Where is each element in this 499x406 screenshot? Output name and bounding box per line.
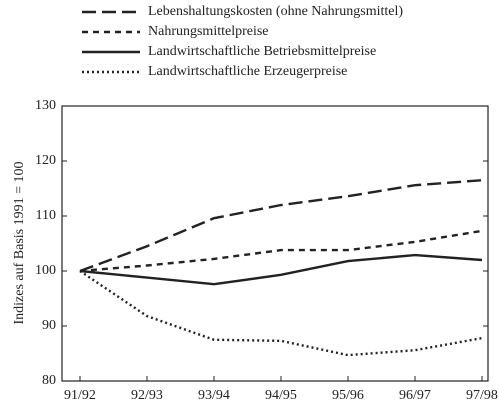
y-tick-label: 110 — [36, 208, 56, 223]
y-tick-label: 100 — [35, 263, 56, 278]
x-tick-label: 92/93 — [131, 388, 163, 403]
line-series — [79, 253, 483, 286]
x-tick-label: 94/95 — [265, 388, 297, 403]
y-axis-label: Indizes auf Basis 1991 = 100 — [12, 161, 27, 324]
legend-label: Landwirtschaftliche Erzeugerpreise — [148, 64, 347, 79]
y-tick-label: 80 — [42, 373, 56, 388]
x-tick-label: 97/98 — [466, 388, 498, 403]
plot-frame — [61, 105, 489, 382]
x-tick-label: 91/92 — [64, 388, 96, 403]
x-tick-label: 96/97 — [399, 388, 431, 403]
y-tick-label: 120 — [35, 153, 56, 168]
y-tick-label: 90 — [42, 318, 56, 333]
legend-label: Landwirtschaftliche Betriebsmittelpreise — [148, 44, 376, 59]
x-tick-label: 95/96 — [332, 388, 364, 403]
line-series — [79, 229, 483, 273]
line-series — [79, 179, 483, 273]
legend-label: Lebenshaltungskosten (ohne Nahrungsmitte… — [148, 4, 403, 19]
x-tick-label: 93/94 — [198, 388, 230, 403]
legend-label: Nahrungsmittelpreise — [148, 24, 269, 39]
y-tick-label: 130 — [35, 98, 56, 113]
line-series — [79, 270, 483, 357]
